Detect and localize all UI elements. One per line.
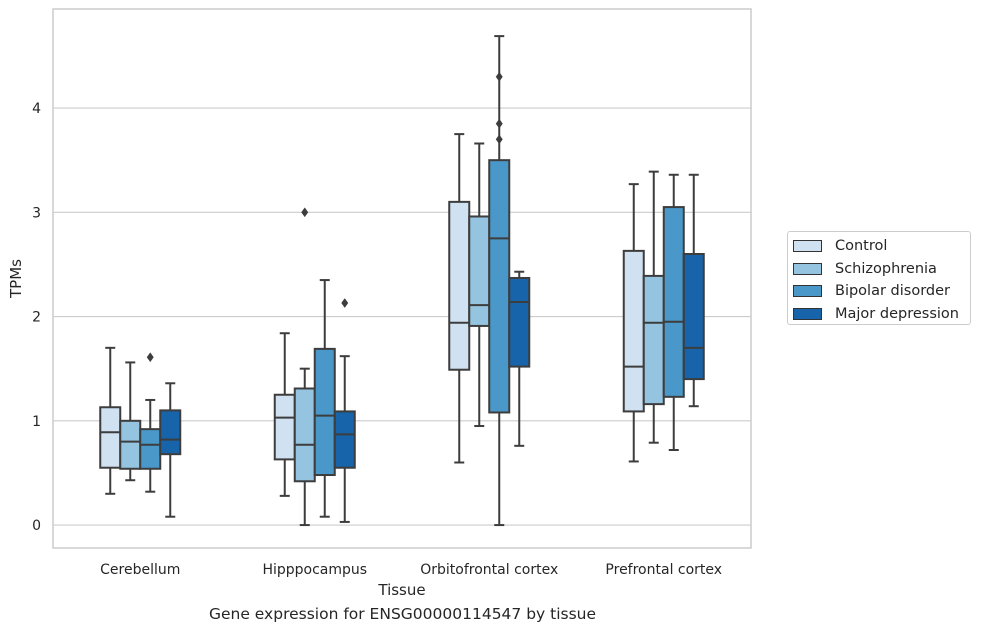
y-tick-label: 4: [32, 101, 41, 117]
legend-label-schizophrenia: Schizophrenia: [835, 260, 937, 277]
legend-item-control: Control: [793, 235, 970, 258]
legend-label-major-depression: Major depression: [835, 305, 959, 322]
box-hipppocampus-major-depression-outlier: [341, 298, 349, 308]
legend-item-schizophrenia: Schizophrenia: [793, 258, 970, 281]
figure-caption: Gene expression for ENSG00000114547 by t…: [208, 605, 597, 623]
box-cerebellum-bipolar-disorder-iqr: [139, 428, 162, 470]
box-orbitofrontal-cortex-schizophrenia-iqr: [468, 215, 491, 327]
box-prefrontal-cortex-bipolar-disorder: [662, 173, 685, 451]
x-axis-title: Tissue: [377, 581, 425, 599]
box-prefrontal-cortex-major-depression-iqr: [682, 253, 705, 381]
box-prefrontal-cortex-major-depression: [682, 173, 705, 408]
box-orbitofrontal-cortex-control-iqr: [448, 200, 471, 371]
box-hipppocampus-major-depression-iqr: [333, 410, 356, 469]
box-hipppocampus-control: [273, 332, 296, 497]
x-tick-label-hipppocampus: Hipppocampus: [262, 562, 367, 578]
x-tick-label-orbitofrontal-cortex: Orbitofrontal cortex: [420, 562, 558, 578]
box-prefrontal-cortex-control: [622, 183, 645, 463]
x-tick-label-cerebellum: Cerebellum: [100, 562, 180, 578]
legend-item-bipolar-disorder: Bipolar disorder: [793, 280, 970, 303]
legend-label-control: Control: [835, 238, 888, 255]
y-axis-title: TPMs: [7, 259, 25, 299]
legend-swatch-major-depression: [793, 307, 822, 320]
legend-swatch-bipolar-disorder: [793, 285, 822, 298]
box-orbitofrontal-cortex-control: [448, 133, 471, 464]
legend-swatch-control: [793, 240, 822, 253]
legend-swatch-schizophrenia: [793, 262, 822, 275]
box-orbitofrontal-cortex-bipolar-disorder: [488, 35, 511, 527]
box-orbitofrontal-cortex-bipolar-disorder-outlier: [495, 71, 503, 82]
box-cerebellum-schizophrenia-iqr: [119, 419, 142, 470]
y-tick-label: 2: [32, 310, 41, 326]
box-orbitofrontal-cortex-bipolar-disorder-iqr: [488, 159, 511, 414]
box-prefrontal-cortex-bipolar-disorder-iqr: [662, 206, 685, 398]
x-tick-label-prefrontal-cortex: Prefrontal cortex: [605, 562, 722, 578]
box-orbitofrontal-cortex-schizophrenia: [468, 142, 491, 428]
y-tick-label: 0: [32, 518, 41, 534]
box-orbitofrontal-cortex-bipolar-disorder-outlier: [495, 118, 503, 129]
box-cerebellum-bipolar-disorder: [139, 352, 162, 493]
box-cerebellum-major-depression: [159, 382, 182, 518]
box-hipppocampus-major-depression: [333, 298, 356, 523]
box-orbitofrontal-cortex-bipolar-disorder-outlier: [495, 134, 503, 145]
box-cerebellum-major-depression-iqr: [159, 409, 182, 456]
box-hipppocampus-bipolar-disorder: [313, 279, 336, 518]
legend-item-major-depression: Major depression: [793, 303, 970, 326]
box-cerebellum-control: [99, 346, 122, 495]
box-orbitofrontal-cortex-major-depression: [508, 270, 531, 447]
box-cerebellum-schizophrenia: [119, 361, 142, 482]
plot-frame: [52, 8, 752, 549]
box-hipppocampus-schizophrenia: [293, 207, 316, 527]
y-tick-label: 3: [32, 205, 41, 221]
legend-label-bipolar-disorder: Bipolar disorder: [835, 283, 950, 300]
box-cerebellum-bipolar-disorder-outlier: [146, 352, 154, 363]
legend: Control Schizophrenia Bipolar disorder M…: [787, 231, 971, 325]
box-orbitofrontal-cortex-major-depression-iqr: [508, 276, 531, 368]
box-cerebellum-control-iqr: [99, 406, 122, 469]
box-hipppocampus-bipolar-disorder-iqr: [313, 347, 336, 477]
y-tick-label: 1: [32, 414, 41, 430]
box-prefrontal-cortex-control-iqr: [622, 249, 645, 413]
box-hipppocampus-schizophrenia-outlier: [301, 207, 309, 218]
box-hipppocampus-schizophrenia-iqr: [293, 387, 316, 483]
box-prefrontal-cortex-schizophrenia-iqr: [642, 274, 665, 406]
box-hipppocampus-control-iqr: [273, 393, 296, 461]
